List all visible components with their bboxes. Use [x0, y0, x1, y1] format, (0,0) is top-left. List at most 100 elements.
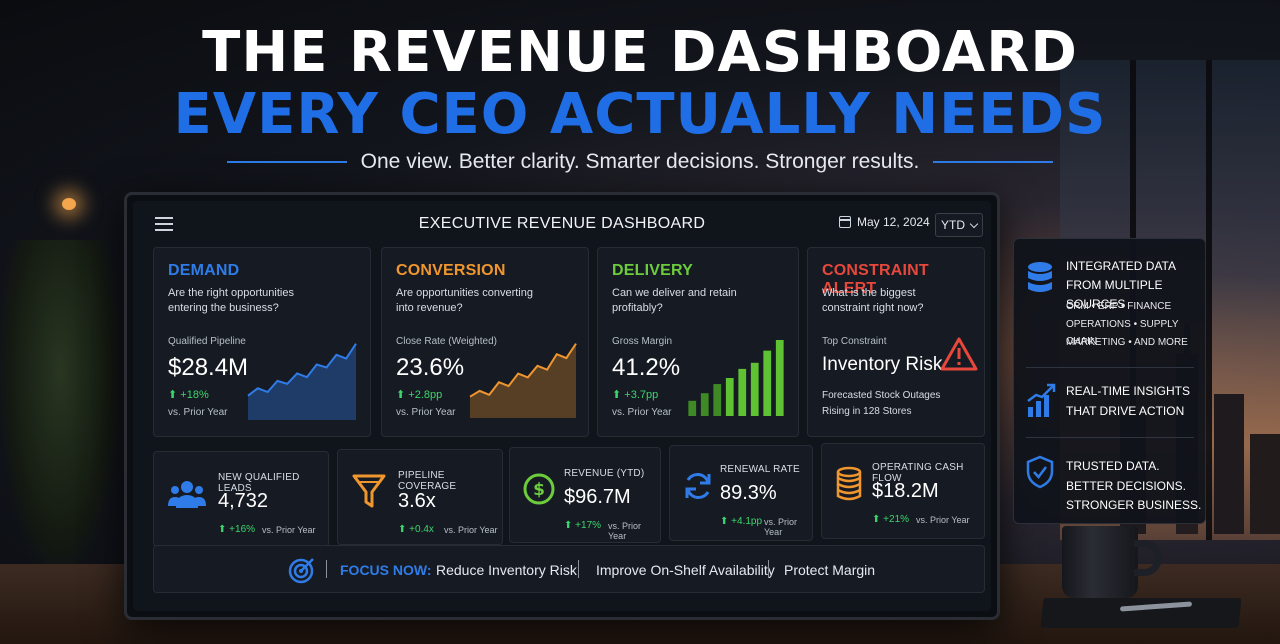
card-constraint-question: What is the biggest constraint right now…: [822, 287, 924, 314]
chevron-down-icon: [969, 219, 979, 228]
headline-line-2: EVERY CEO ACTUALLY NEEDS: [173, 82, 1107, 147]
dashboard-header: EXECUTIVE REVENUE DASHBOARD May 12, 2024…: [133, 201, 991, 245]
kpi-cashflow-sub: vs. Prior Year: [916, 515, 970, 525]
card-conversion[interactable]: CONVERSION Are opportunities converting …: [381, 247, 589, 437]
kpi-revenue-change: ⬆ +17%: [564, 520, 602, 531]
focus-separator-2: [768, 560, 769, 578]
kpi-cashflow-value: $18.2M: [872, 480, 939, 502]
delivery-bar: [725, 378, 734, 416]
coffee-mug-handle: [1134, 540, 1162, 576]
background-lamp: [62, 198, 76, 210]
dashboard-title: EXECUTIVE REVENUE DASHBOARD: [418, 215, 706, 232]
kpi-operating-cash-flow[interactable]: OPERATING CASH FLOW $18.2M ⬆ +21% vs. Pr…: [821, 443, 985, 539]
card-constraint-metric-label: Top Constraint: [822, 336, 887, 347]
refresh-icon: [685, 473, 711, 499]
side-block-3-line-3: STRONGER BUSINESS.: [1066, 498, 1202, 512]
calendar-icon: [839, 216, 851, 228]
tagline-rule-right: [933, 161, 1054, 163]
focus-divider: [326, 560, 327, 578]
side-divider-1: [1026, 367, 1194, 368]
kpi-cashflow-change-value: +21%: [883, 514, 910, 525]
side-block-3-line-2: BETTER DECISIONS.: [1066, 479, 1187, 493]
card-delivery-sub: vs. Prior Year: [612, 407, 672, 418]
notebook: [1040, 598, 1242, 628]
side-panel: INTEGRATED DATA FROM MULTIPLE SOURCES CR…: [1013, 238, 1206, 524]
card-delivery-change: ⬆ +3.7pp: [612, 389, 659, 401]
kpi-leads-change-value: +16%: [229, 524, 256, 535]
card-delivery-metric-label: Gross Margin: [612, 336, 673, 347]
kpi-renewal-value: 89.3%: [720, 482, 777, 504]
kpi-coverage-change: ⬆ +0.4x: [398, 524, 434, 535]
date-picker[interactable]: May 12, 2024: [839, 215, 930, 229]
hamburger-menu-icon[interactable]: [155, 217, 173, 231]
conversion-sparkline-area: [470, 343, 576, 418]
card-demand-change-value: +18%: [180, 389, 209, 401]
card-constraint-title: CONSTRAINT ALERT: [822, 262, 929, 297]
card-constraint-alert[interactable]: CONSTRAINT ALERT What is the biggest con…: [807, 247, 985, 437]
kpi-revenue-ytd[interactable]: $ REVENUE (YTD) $96.7M ⬆ +17% vs. Prior …: [509, 447, 661, 543]
card-delivery-title: DELIVERY: [612, 262, 694, 279]
card-demand-question: Are the right opportunities entering the…: [168, 287, 294, 314]
kpi-renewal-change: ⬆ +4.1pp: [720, 516, 763, 527]
funnel-icon: [352, 474, 386, 508]
demand-sparkline: [247, 343, 357, 420]
coins-icon: [836, 466, 862, 501]
growth-chart-icon: [1027, 383, 1056, 417]
kpi-coverage-value: 3.6x: [398, 490, 436, 512]
card-conversion-sub: vs. Prior Year: [396, 407, 456, 418]
card-conversion-question: Are opportunities converting into revenu…: [396, 287, 533, 314]
focus-bar: FOCUS NOW: Reduce Inventory Risk Improve…: [153, 545, 985, 593]
card-constraint-detail-1: Forecasted Stock Outages: [822, 390, 941, 401]
kpi-renewal-rate[interactable]: RENEWAL RATE 89.3% ⬆ +4.1pp vs. Prior Ye…: [669, 445, 813, 541]
kpi-cashflow-label: OPERATING CASH FLOW: [872, 462, 964, 484]
shield-check-icon: [1026, 455, 1054, 489]
headline: THE REVENUE DASHBOARD EVERY CEO ACTUALLY…: [0, 22, 1280, 146]
side-block-1-small-1: CRM • ERP • FINANCE: [1066, 301, 1172, 312]
period-select[interactable]: YTD: [935, 213, 983, 237]
delivery-bar: [750, 362, 759, 416]
card-constraint-value: Inventory Risk: [822, 354, 943, 375]
tagline-rule-left: [226, 161, 347, 163]
kpi-renewal-sub: vs. Prior Year: [764, 517, 798, 537]
dashboard-screen: EXECUTIVE REVENUE DASHBOARD May 12, 2024…: [133, 201, 991, 611]
period-value: YTD: [941, 218, 965, 232]
card-demand[interactable]: DEMAND Are the right opportunities enter…: [153, 247, 371, 437]
kpi-coverage-sub: vs. Prior Year: [444, 525, 498, 535]
kpi-revenue-change-value: +17%: [575, 520, 602, 531]
delivery-bar: [738, 368, 747, 416]
side-block-2-line-2: THAT DRIVE ACTION: [1066, 404, 1185, 418]
side-block-1-line-1: INTEGRATED DATA: [1066, 259, 1177, 273]
focus-label: FOCUS NOW:: [340, 562, 432, 578]
kpi-leads-sub: vs. Prior Year: [262, 525, 316, 535]
focus-item-3[interactable]: Protect Margin: [784, 562, 876, 578]
kpi-revenue-sub: vs. Prior Year: [608, 521, 642, 541]
side-block-1-small-2: OPERATIONS • SUPPLY CHAIN: [1066, 319, 1179, 347]
date-label: May 12, 2024: [857, 215, 930, 229]
delivery-bar: [763, 350, 772, 416]
side-block-2-line-1: REAL-TIME INSIGHTS: [1066, 384, 1191, 398]
delivery-bar: [700, 393, 709, 416]
tagline-row: One view. Better clarity. Smarter decisi…: [0, 150, 1280, 174]
kpi-leads-value: 4,732: [218, 490, 269, 512]
focus-item-1[interactable]: Reduce Inventory Risk: [436, 562, 577, 578]
kpi-new-qualified-leads[interactable]: NEW QUALIFIED LEADS 4,732 ⬆ +16% vs. Pri…: [153, 451, 329, 547]
focus-item-2[interactable]: Improve On-Shelf Availability: [596, 562, 775, 578]
card-demand-title: DEMAND: [168, 262, 240, 279]
conversion-sparkline: [469, 343, 577, 418]
users-icon: [168, 481, 206, 508]
svg-text:$: $: [533, 480, 545, 500]
kpi-revenue-label: REVENUE (YTD): [564, 468, 645, 479]
card-conversion-change: ⬆ +2.8pp: [396, 389, 443, 401]
card-demand-metric-label: Qualified Pipeline: [168, 336, 246, 347]
background-plant: [0, 240, 120, 570]
kpi-pipeline-coverage[interactable]: PIPELINE COVERAGE 3.6x ⬆ +0.4x vs. Prior…: [337, 449, 503, 545]
side-divider-2: [1026, 437, 1194, 438]
card-delivery-change-value: +3.7pp: [624, 389, 659, 401]
headline-line-1: THE REVENUE DASHBOARD: [202, 20, 1078, 85]
dollar-circle-icon: $: [523, 473, 555, 505]
card-delivery[interactable]: DELIVERY Can we deliver and retain profi…: [597, 247, 799, 437]
card-demand-change: ⬆ +18%: [168, 389, 209, 401]
delivery-bar: [688, 400, 697, 416]
kpi-cashflow-change: ⬆ +21%: [872, 514, 910, 525]
kpi-revenue-value: $96.7M: [564, 486, 631, 508]
